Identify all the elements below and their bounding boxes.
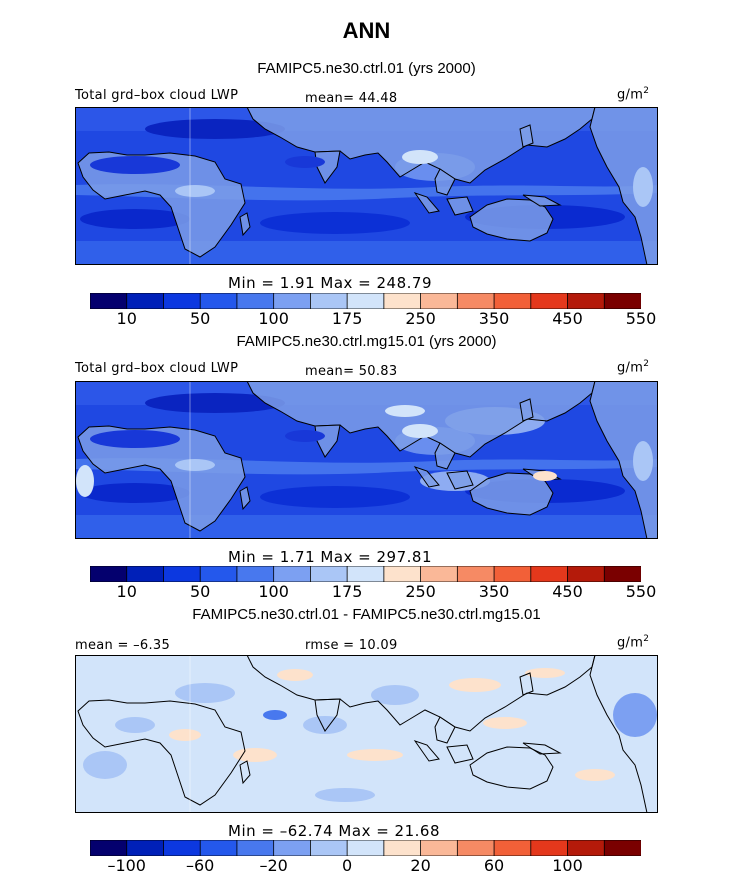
colorbar-tick-label: 20 <box>410 856 431 875</box>
panel2-mean-label: mean= 50.83 <box>305 364 398 379</box>
colorbar-swatch <box>126 293 165 309</box>
colorbar-tick-label: 100 <box>258 582 289 601</box>
colorbar-swatch <box>420 293 459 309</box>
colorbar-swatch <box>273 293 312 309</box>
colorbar-swatch <box>126 840 165 856</box>
colorbar-swatch <box>273 566 312 582</box>
panel1-map <box>75 107 658 265</box>
colorbar-swatch <box>383 293 422 309</box>
colorbar-tick-label: 450 <box>552 309 583 328</box>
colorbar-swatch <box>346 840 385 856</box>
colorbar-tick-label: 350 <box>478 582 510 601</box>
panel1-case-title: FAMIPC5.ne30.ctrl.01 (yrs 2000) <box>257 60 476 77</box>
colorbar-swatch <box>90 840 128 856</box>
colorbar-swatch <box>199 566 238 582</box>
colorbar-tick-label: 100 <box>552 856 583 875</box>
colorbar-swatch <box>567 566 605 582</box>
colorbar-tick-label: 550 <box>625 582 657 601</box>
colorbar-swatch <box>420 840 459 856</box>
panel1-colorbar <box>90 293 641 309</box>
colorbar-swatch <box>163 840 201 856</box>
colorbar-swatch <box>493 293 532 309</box>
colorbar-swatch <box>90 293 128 309</box>
panel3-colorbar-ticks: –100 –60 –20 0 20 60 100 <box>0 856 733 876</box>
panel3-mean-label: mean = –6.35 <box>75 638 171 653</box>
colorbar-tick-label: 10 <box>116 309 137 328</box>
colorbar-tick-label: 10 <box>116 582 137 601</box>
panel3-units: g/m2 <box>617 634 650 651</box>
colorbar-tick-label: 175 <box>331 582 363 601</box>
panel2-colorbar-ticks: 10 50 100 175 250 350 450 550 <box>0 582 733 602</box>
colorbar-swatch <box>456 566 495 582</box>
colorbar-swatch <box>603 566 641 582</box>
colorbar-swatch <box>456 293 495 309</box>
panel2-variable-label: Total grd–box cloud LWP <box>75 361 239 376</box>
panel1-mean-label: mean= 44.48 <box>305 91 398 106</box>
colorbar-swatch <box>199 840 238 856</box>
colorbar-swatch <box>273 840 312 856</box>
colorbar-swatch <box>199 293 238 309</box>
colorbar-tick-label: 450 <box>552 582 583 601</box>
panel1-minmax: Min = 1.91 Max = 248.79 <box>228 274 432 292</box>
colorbar-tick-label: –100 <box>107 856 146 875</box>
colorbar-swatch <box>309 840 348 856</box>
colorbar-tick-label: 550 <box>625 309 657 328</box>
panel3-rmse-label: rmse = 10.09 <box>305 638 398 653</box>
colorbar-tick-label: –20 <box>259 856 288 875</box>
panel2-colorbar <box>90 566 641 582</box>
panel2-minmax: Min = 1.71 Max = 297.81 <box>228 548 432 566</box>
colorbar-swatch <box>309 293 348 309</box>
colorbar-swatch <box>126 566 165 582</box>
panel2-case-title: FAMIPC5.ne30.ctrl.mg15.01 (yrs 2000) <box>236 333 497 350</box>
colorbar-swatch <box>346 566 385 582</box>
colorbar-tick-label: 350 <box>478 309 510 328</box>
colorbar-swatch <box>383 566 422 582</box>
colorbar-swatch <box>309 566 348 582</box>
colorbar-swatch <box>236 840 275 856</box>
colorbar-tick-label: –60 <box>186 856 215 875</box>
colorbar-swatch <box>567 840 605 856</box>
colorbar-tick-label: 250 <box>405 309 436 328</box>
colorbar-tick-label: 250 <box>405 582 436 601</box>
colorbar-swatch <box>493 840 532 856</box>
colorbar-swatch <box>603 840 641 856</box>
colorbar-tick-label: 100 <box>258 309 289 328</box>
colorbar-tick-label: 0 <box>342 856 353 875</box>
colorbar-swatch <box>163 293 201 309</box>
colorbar-swatch <box>420 566 459 582</box>
panel2-units: g/m2 <box>617 359 650 376</box>
colorbar-swatch <box>530 566 569 582</box>
panel3-map <box>75 655 658 813</box>
colorbar-swatch <box>567 293 605 309</box>
panel3-minmax: Min = –62.74 Max = 21.68 <box>228 822 440 840</box>
panel3-colorbar <box>90 840 641 856</box>
panel2-map <box>75 381 658 539</box>
panel1-units: g/m2 <box>617 86 650 103</box>
colorbar-swatch <box>236 293 275 309</box>
colorbar-tick-label: 50 <box>190 309 211 328</box>
colorbar-swatch <box>90 566 128 582</box>
panel3-case-title: FAMIPC5.ne30.ctrl.01 - FAMIPC5.ne30.ctrl… <box>192 606 541 623</box>
colorbar-swatch <box>530 840 569 856</box>
colorbar-swatch <box>530 293 569 309</box>
panel1-variable-label: Total grd–box cloud LWP <box>75 88 239 103</box>
figure-title: ANN <box>342 18 391 43</box>
colorbar-swatch <box>346 293 385 309</box>
colorbar-tick-label: 60 <box>483 856 505 875</box>
colorbar-tick-label: 175 <box>331 309 363 328</box>
colorbar-tick-label: 50 <box>190 582 211 601</box>
panel1-colorbar-ticks: 10 50 100 175 250 350 450 550 <box>0 309 733 329</box>
colorbar-swatch <box>383 840 422 856</box>
colorbar-swatch <box>456 840 495 856</box>
colorbar-swatch <box>163 566 201 582</box>
colorbar-swatch <box>493 566 532 582</box>
colorbar-swatch <box>236 566 275 582</box>
colorbar-swatch <box>603 293 641 309</box>
